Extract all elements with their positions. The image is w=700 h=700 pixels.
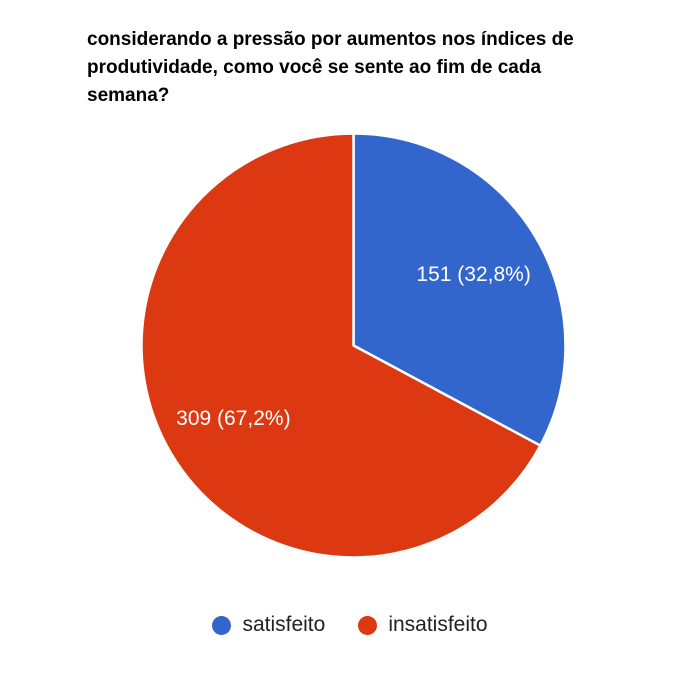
legend-label-insatisfeito: insatisfeito bbox=[388, 613, 488, 636]
pie-slice-satisfeito[interactable] bbox=[352, 132, 567, 447]
pie-slice-insatisfeito[interactable] bbox=[140, 132, 542, 559]
chart-legend: satisfeito insatisfeito bbox=[0, 612, 700, 638]
pie-slices bbox=[140, 132, 567, 559]
legend-label-satisfeito: satisfeito bbox=[242, 613, 326, 636]
chart-title: considerando a pressão por aumentos nos … bbox=[87, 29, 574, 106]
pie-slice-label-satisfeito: 151 (32,8%) bbox=[416, 263, 530, 286]
legend-swatch-insatisfeito bbox=[358, 615, 378, 635]
pie-slice-label-insatisfeito: 309 (67,2%) bbox=[176, 407, 290, 430]
pie-slice-labels: 151 (32,8%) 309 (67,2%) bbox=[176, 263, 531, 430]
legend-item-satisfeito: satisfeito bbox=[212, 613, 325, 637]
legend-item-insatisfeito: insatisfeito bbox=[358, 613, 488, 637]
legend-swatch-satisfeito bbox=[212, 615, 232, 635]
